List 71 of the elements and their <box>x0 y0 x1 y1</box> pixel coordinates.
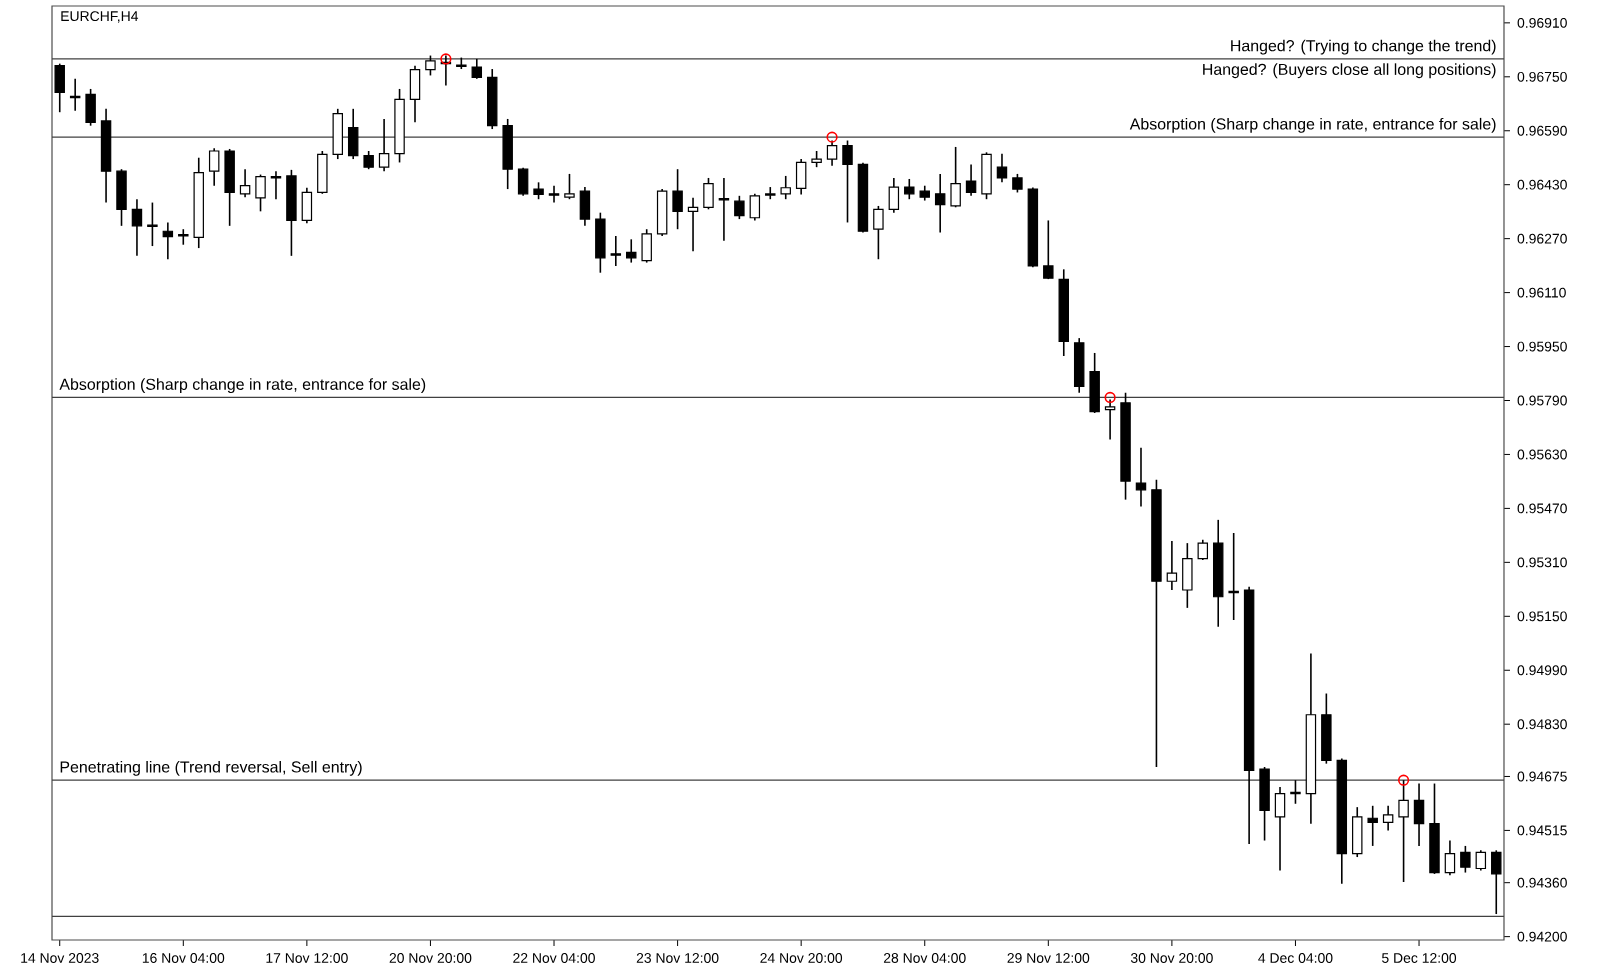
candlestick <box>332 108 343 160</box>
candlestick <box>1197 538 1209 561</box>
candlestick <box>934 173 946 234</box>
point <box>826 131 838 143</box>
candlestick <box>1166 540 1178 591</box>
candlestick <box>286 169 297 257</box>
candlestick <box>795 158 807 196</box>
candlestick <box>1043 219 1054 280</box>
candlestick <box>1089 352 1100 414</box>
candlestick <box>749 193 761 222</box>
candlestick <box>548 184 560 204</box>
candlestick <box>610 235 622 267</box>
candlestick <box>579 186 591 227</box>
candlestick <box>270 170 282 200</box>
candlestick <box>1274 786 1286 872</box>
candlestick <box>502 118 513 190</box>
candlestick <box>425 54 436 77</box>
candlestick <box>208 147 220 187</box>
candlestick <box>1259 766 1270 842</box>
candlestick <box>656 188 668 237</box>
candlestick <box>703 177 714 211</box>
candlestick <box>718 177 730 242</box>
candlestick <box>347 108 359 160</box>
candlestick <box>239 168 251 198</box>
candlestick <box>1460 845 1471 874</box>
candlestick <box>641 228 652 264</box>
candlestick <box>471 58 483 80</box>
candlestick <box>116 168 127 227</box>
candlestick <box>950 146 961 209</box>
candlestick <box>1012 173 1023 194</box>
candlestick <box>873 205 884 261</box>
candlestick <box>888 177 900 214</box>
candlestick <box>842 139 853 224</box>
candlestick <box>981 151 992 200</box>
candlestick <box>904 178 915 200</box>
candlestick <box>1491 849 1502 915</box>
candlestick <box>1352 806 1363 858</box>
candlestick <box>1382 805 1394 832</box>
candlestick <box>595 211 606 274</box>
candlestick <box>734 195 745 220</box>
candlestick <box>780 175 791 200</box>
candlestick <box>301 186 313 224</box>
candlestick <box>1475 849 1487 872</box>
candlestick <box>996 152 1008 184</box>
candlestick <box>965 163 977 197</box>
candlestick <box>672 168 683 230</box>
point <box>1397 774 1410 786</box>
candlestick <box>765 186 776 200</box>
candlestick <box>409 64 421 124</box>
candlestick <box>1367 805 1378 847</box>
candlestick <box>178 228 189 246</box>
candlestick <box>224 148 235 227</box>
candlestick <box>317 150 328 195</box>
candlestick <box>517 167 529 197</box>
candlestick <box>131 198 143 257</box>
candlestick <box>564 173 575 200</box>
candlestick <box>1413 782 1425 847</box>
candlestick <box>255 173 266 213</box>
point <box>440 53 452 65</box>
point <box>1104 391 1116 404</box>
candlestick <box>1135 446 1147 508</box>
candlestick <box>85 88 96 127</box>
candlestick <box>1444 839 1456 877</box>
candlestick <box>626 238 637 264</box>
candlestick <box>378 118 390 173</box>
candlestick <box>54 62 65 113</box>
candlestick <box>1321 692 1332 765</box>
candlestick <box>1182 542 1193 609</box>
candlestick <box>687 197 699 252</box>
candlestick <box>363 150 374 170</box>
candlestick <box>1073 337 1085 394</box>
